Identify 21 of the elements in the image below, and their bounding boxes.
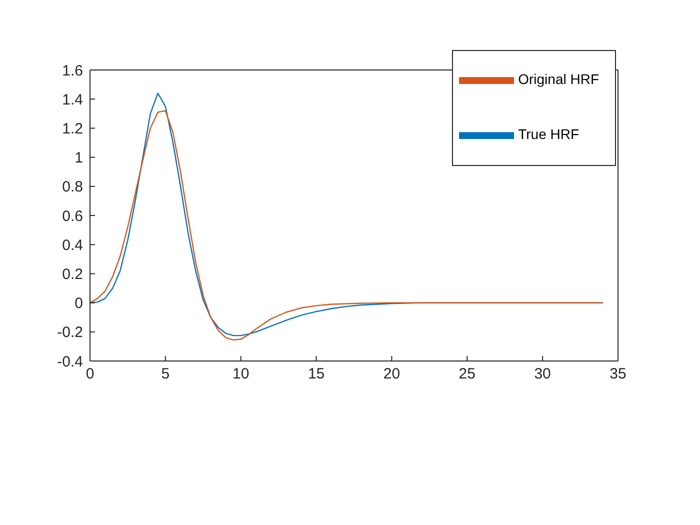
x-tick-label: 15 bbox=[308, 366, 325, 383]
y-tick-label: 0.2 bbox=[62, 266, 83, 284]
x-tick-label: 30 bbox=[534, 366, 551, 383]
y-tick-label: 1.2 bbox=[62, 120, 83, 138]
y-tick-label: 1 bbox=[74, 150, 83, 167]
x-tick-label: 10 bbox=[232, 366, 250, 383]
x-tick-label: 20 bbox=[383, 366, 400, 383]
x-tick-label: 5 bbox=[161, 366, 170, 383]
y-tick-label: -0.2 bbox=[57, 324, 83, 342]
legend-label: True HRF bbox=[518, 126, 580, 142]
legend-label: Original HRF bbox=[518, 71, 599, 88]
y-tick-label: 0 bbox=[74, 295, 83, 312]
y-tick-label: 1.4 bbox=[62, 91, 83, 108]
y-tick-label: 0.4 bbox=[62, 236, 83, 254]
x-tick-label: 25 bbox=[458, 366, 476, 383]
y-tick-label: -0.4 bbox=[57, 353, 83, 370]
x-tick-label: 35 bbox=[610, 366, 626, 383]
y-tick-label: 0.8 bbox=[62, 178, 83, 196]
x-tick-label: 0 bbox=[86, 366, 94, 383]
y-tick-label: 0.6 bbox=[62, 208, 83, 225]
y-tick-label: 1.6 bbox=[62, 62, 83, 80]
